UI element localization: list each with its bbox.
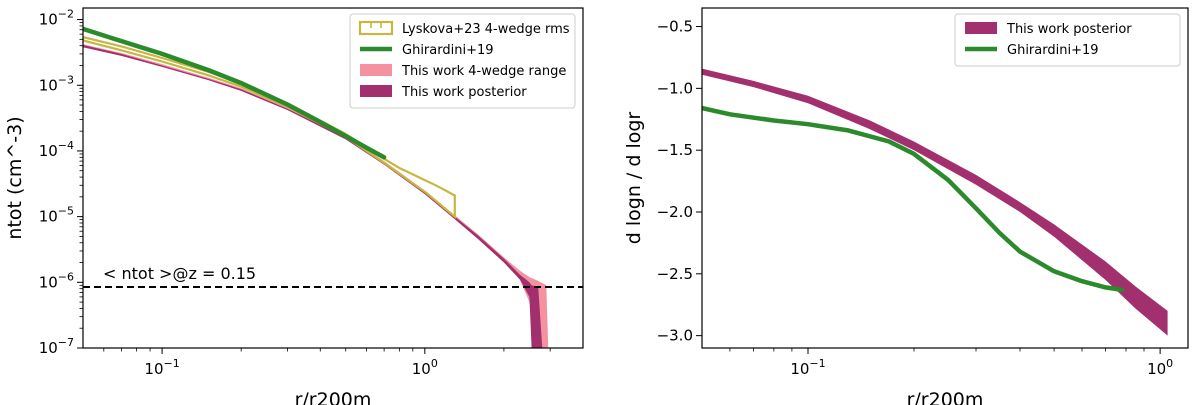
axes-frame bbox=[701, 7, 1189, 349]
legend-label: Lyskova+23 4-wedge rms bbox=[402, 22, 570, 37]
y-tick-label: 10−6 bbox=[39, 270, 74, 291]
y-tick-label: −1.0 bbox=[657, 79, 693, 97]
y-tick-label: 10−4 bbox=[39, 139, 74, 160]
x-tick-label: 100 bbox=[412, 357, 438, 378]
y-tick-label: 10−7 bbox=[39, 336, 74, 357]
legend: Lyskova+23 4-wedge rms Ghirardini+19 This … bbox=[349, 13, 576, 109]
axes-frame bbox=[82, 7, 584, 349]
left-panel: < ntot >@z = 0.15 10−1 100 10−7 10−6 10−5 10−4… bbox=[4, 7, 584, 405]
y-tick-label: 10−2 bbox=[39, 8, 74, 29]
mean-density-label: < ntot >@z = 0.15 bbox=[103, 264, 256, 283]
legend-label: This work posterior bbox=[1006, 22, 1132, 37]
plot-area bbox=[702, 68, 1168, 336]
series-band-this-work-posterior bbox=[702, 68, 1168, 336]
legend-label: Ghirardini+19 bbox=[1007, 43, 1099, 58]
legend-label: This work posterior bbox=[401, 85, 527, 100]
y-axis-label: d logn / d logr bbox=[623, 112, 645, 245]
right-panel: 10−1 100 −0.5 −1.0 −1.5 −2.0 −2.5 −3.0 r/r200m d … bbox=[623, 7, 1189, 405]
x-tick-label: 100 bbox=[1147, 357, 1173, 378]
x-tick-label: 10−1 bbox=[790, 357, 825, 378]
y-tick-label: 10−3 bbox=[39, 73, 74, 94]
legend-swatch bbox=[965, 22, 997, 34]
x-axis-label: r/r200m bbox=[295, 389, 372, 405]
legend-swatch bbox=[360, 64, 392, 76]
y-tick-label: −2.0 bbox=[657, 203, 693, 221]
legend-swatch bbox=[358, 20, 394, 36]
legend: This work posterior Ghirardini+19 bbox=[954, 13, 1181, 67]
legend-frame bbox=[349, 13, 576, 109]
legend-label: This work 4-wedge range bbox=[401, 64, 566, 79]
x-axis-label: r/r200m bbox=[907, 389, 984, 405]
y-tick-label: −3.0 bbox=[657, 327, 693, 345]
legend-frame bbox=[954, 13, 1181, 67]
x-tick-label: 10−1 bbox=[144, 357, 179, 378]
legend-swatch bbox=[360, 85, 392, 97]
y-tick-label: −1.5 bbox=[657, 141, 693, 159]
y-tick-label: −0.5 bbox=[657, 18, 693, 36]
legend-label: Ghirardini+19 bbox=[402, 43, 494, 58]
y-tick-label: 10−5 bbox=[39, 205, 74, 226]
y-tick-label: −2.5 bbox=[657, 265, 693, 283]
y-axis-label: ntot (cm^-3) bbox=[4, 116, 26, 239]
plot-area bbox=[83, 26, 583, 348]
series-line-ghirardini-19 bbox=[702, 105, 1125, 293]
series-line-ghirardini-19 bbox=[83, 26, 387, 160]
